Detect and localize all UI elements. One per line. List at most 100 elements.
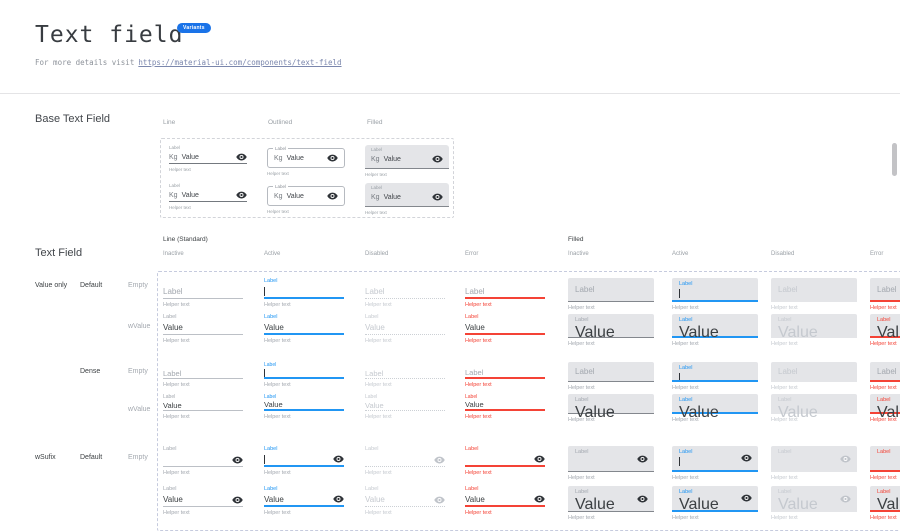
visibility-icon[interactable] (434, 456, 445, 464)
visibility-icon[interactable] (333, 495, 344, 503)
field-label: Label (679, 317, 693, 323)
text-field-line-inactive-r1[interactable]: LabelLabelHelper text (163, 278, 243, 308)
text-field-line-active-r2[interactable]: Label Value Helper text (264, 314, 344, 344)
row-label-default: Default (80, 282, 103, 289)
text-field-line-disabled-r4[interactable]: Label Value Helper text (365, 394, 445, 420)
text-field-filled-inactive-r3[interactable]: Label Helper text (568, 362, 654, 391)
text-field-line-active-r4[interactable]: Label Value Helper text (264, 394, 344, 420)
visibility-icon[interactable] (637, 495, 648, 503)
text-field-line-disabled-r6[interactable]: Label Value Helper text (365, 486, 445, 516)
visibility-icon[interactable] (236, 153, 247, 161)
text-field-line-active-r1[interactable]: Label Helper text (264, 278, 344, 308)
docs-link[interactable]: https://material-ui.com/components/text-… (138, 58, 342, 67)
text-field-line-inactive-r2[interactable]: Label Value Helper text (163, 314, 243, 344)
visibility-icon[interactable] (741, 494, 752, 502)
base-line-field-1[interactable]: Label Kg Value Helper text (169, 145, 247, 172)
text-field-filled-error-r1[interactable]: Label Helper text (870, 278, 900, 311)
visibility-icon[interactable] (840, 455, 851, 463)
text-field-line-active-r5[interactable]: Label Helper text (264, 446, 344, 476)
helper-text: Helper text (465, 382, 492, 388)
text-field-filled-active-r1[interactable]: Label Helper text (672, 278, 758, 311)
text-field-line-inactive-r5[interactable]: Label Helper text (163, 446, 243, 476)
text-field-filled-disabled-r2[interactable]: Label Value Helper text (771, 314, 857, 347)
input-content: Kg Value (274, 152, 338, 165)
state-header-line-disabled: Disabled (365, 251, 389, 257)
text-field-line-error-r3[interactable]: LabelLabelHelper text (465, 362, 545, 388)
text-field-line-disabled-r1[interactable]: LabelLabelHelper text (365, 278, 445, 308)
visibility-icon[interactable] (432, 193, 443, 201)
base-filled-field-2[interactable]: Label Kg Value Helper text (365, 183, 449, 215)
visibility-icon[interactable] (534, 495, 545, 503)
text-field-line-active-r6[interactable]: Label Value Helper text (264, 486, 344, 516)
text-field-filled-active-r4[interactable]: Label Value Helper text (672, 394, 758, 423)
field-label: Label (169, 145, 181, 150)
field-label: Label (877, 366, 897, 376)
base-outlined-field-1[interactable]: Label Kg Value Helper text (267, 145, 345, 176)
visibility-icon[interactable] (534, 455, 545, 463)
helper-text: Helper text (771, 305, 798, 311)
field-input: Label Kg Value (365, 183, 449, 207)
base-filled-field-1[interactable]: Label Kg Value Helper text (365, 145, 449, 177)
field-input: Value (264, 321, 344, 335)
text-field-line-error-r5[interactable]: Label Helper text (465, 446, 545, 476)
text-field-line-inactive-r6[interactable]: Label Value Helper text (163, 486, 243, 516)
text-field-filled-error-r5[interactable]: Label Helper text (870, 446, 900, 481)
text-field-line-inactive-r4[interactable]: Label Value Helper text (163, 394, 243, 420)
text-field-filled-disabled-r3[interactable]: Label Helper text (771, 362, 857, 391)
visibility-icon[interactable] (637, 455, 648, 463)
visibility-icon[interactable] (840, 495, 851, 503)
text-field-filled-active-r2[interactable]: Label Value Helper text (672, 314, 758, 347)
visibility-icon[interactable] (236, 191, 247, 199)
field-label: Label (163, 446, 177, 452)
field-label: Label (163, 314, 177, 320)
text-field-line-error-r1[interactable]: LabelLabelHelper text (465, 278, 545, 308)
text-field-filled-active-r6[interactable]: Label Value Helper text (672, 486, 758, 521)
text-field-filled-disabled-r5[interactable]: Label Helper text (771, 446, 857, 481)
text-field-line-disabled-r2[interactable]: Label Value Helper text (365, 314, 445, 344)
field-label: Label (365, 486, 379, 492)
text-field-filled-disabled-r6[interactable]: Label Value Helper text (771, 486, 857, 521)
text-field-line-error-r4[interactable]: Label Value Helper text (465, 394, 545, 420)
text-field-filled-inactive-r2[interactable]: Label Value Helper text (568, 314, 654, 347)
text-field-line-disabled-r5[interactable]: Label Helper text (365, 446, 445, 476)
visibility-icon[interactable] (232, 496, 243, 504)
field-input: Value (365, 321, 445, 335)
text-field-filled-disabled-r4[interactable]: Label Value Helper text (771, 394, 857, 423)
text-field-filled-disabled-r1[interactable]: Label Helper text (771, 278, 857, 311)
text-field-line-error-r6[interactable]: Label Value Helper text (465, 486, 545, 516)
text-field-line-disabled-r3[interactable]: LabelLabelHelper text (365, 362, 445, 388)
field-input: Label (568, 278, 654, 302)
text-field-filled-active-r5[interactable]: Label Helper text (672, 446, 758, 481)
visibility-icon[interactable] (232, 456, 243, 464)
visibility-icon[interactable] (327, 154, 338, 162)
helper-text: Helper text (465, 510, 492, 516)
text-field-filled-inactive-r6[interactable]: Label Value Helper text (568, 486, 654, 521)
text-field-line-inactive-r3[interactable]: LabelLabelHelper text (163, 362, 243, 388)
field-value: Value (575, 324, 615, 341)
scrollbar-thumb[interactable] (892, 143, 897, 176)
base-line-field-2[interactable]: Label Kg Value Helper text (169, 183, 247, 210)
visibility-icon[interactable] (741, 454, 752, 462)
field-label: Label (465, 486, 479, 492)
visibility-icon[interactable] (434, 496, 445, 504)
text-field-line-error-r2[interactable]: Label Value Helper text (465, 314, 545, 344)
field-input: Label (672, 446, 758, 472)
field-input: Label (568, 446, 654, 472)
text-field-filled-active-r3[interactable]: Label Helper text (672, 362, 758, 391)
text-field-filled-error-r3[interactable]: Label Helper text (870, 362, 900, 391)
visibility-icon[interactable] (432, 155, 443, 163)
text-field-line-active-r3[interactable]: Label Helper text (264, 362, 344, 388)
text-field-filled-inactive-r5[interactable]: Label Helper text (568, 446, 654, 481)
text-field-filled-inactive-r4[interactable]: Label Value Helper text (568, 394, 654, 423)
helper-text: Helper text (365, 302, 392, 308)
field-value: Value (264, 322, 284, 332)
visibility-icon[interactable] (333, 455, 344, 463)
field-label: Label (273, 146, 289, 152)
base-outlined-field-2[interactable]: Label Kg Value Helper text (267, 183, 345, 214)
visibility-icon[interactable] (327, 192, 338, 200)
text-field-filled-inactive-r1[interactable]: Label Helper text (568, 278, 654, 311)
